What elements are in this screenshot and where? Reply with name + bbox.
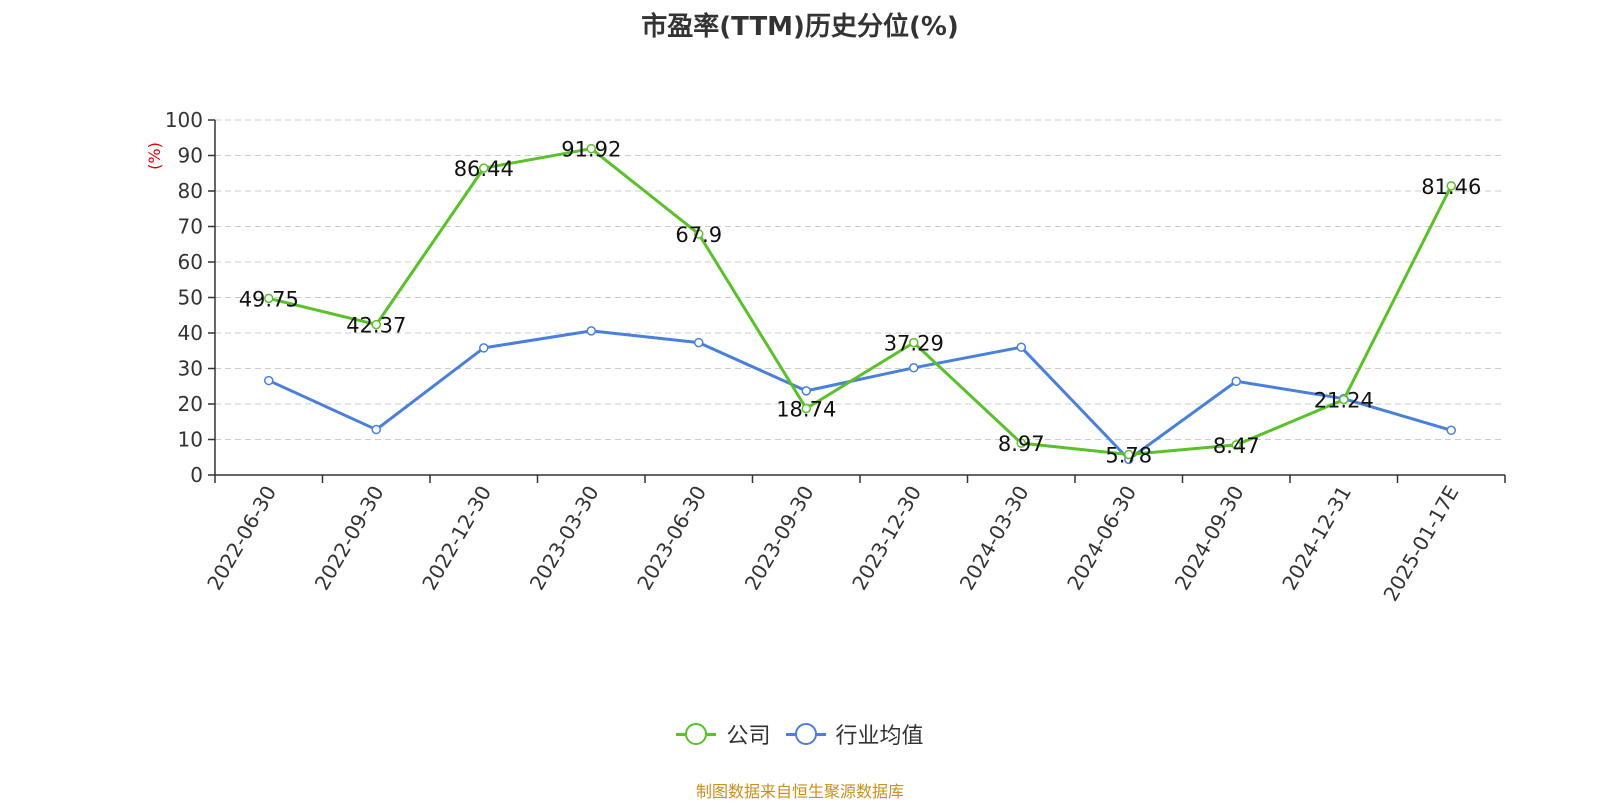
- company-data-point[interactable]: [479, 163, 489, 173]
- industry-data-point[interactable]: [694, 337, 704, 348]
- company-data-label: 81.46: [1421, 175, 1481, 199]
- y-tick-label: 100: [165, 108, 203, 132]
- chart-title: 市盈率(TTM)历史分位(%): [641, 12, 959, 42]
- data-labels: 49.75 42.37 86.44 91.92 67.9 18.74 37.29 8.97 5.…: [239, 138, 1482, 468]
- legend-label-company: 公司: [726, 724, 771, 749]
- series: [264, 143, 1456, 465]
- legend-item-company[interactable]: 公司: [676, 718, 771, 750]
- x-tick-label: 2024-03-30: [955, 482, 1034, 595]
- company-data-point[interactable]: [694, 229, 704, 239]
- company-data-label: 8.97: [998, 432, 1045, 456]
- x-tick-label: 2022-09-30: [310, 482, 389, 595]
- industry-data-point[interactable]: [1446, 425, 1456, 436]
- industry-data-point[interactable]: [371, 424, 381, 435]
- x-tick-label: 2025-01-17E: [1378, 482, 1463, 606]
- company-data-label: 49.75: [239, 287, 299, 311]
- company-data-label: 42.37: [346, 314, 406, 338]
- legend: 公司 行业均值: [0, 718, 1600, 752]
- company-data-label: 67.9: [675, 223, 722, 247]
- y-tick-label: 90: [178, 144, 203, 168]
- legend-swatch-industry: [785, 722, 826, 746]
- source-note: 制图数据来自恒生聚源数据库: [695, 782, 904, 801]
- grid-lines: [215, 119, 1505, 440]
- legend-swatch-company: [676, 722, 717, 746]
- company-data-point[interactable]: [1339, 394, 1349, 405]
- x-tick-label: 2022-06-30: [202, 482, 281, 595]
- company-data-label: 18.74: [776, 397, 836, 421]
- company-data-point[interactable]: [264, 293, 274, 304]
- x-tick-label: 2023-03-30: [525, 482, 604, 595]
- legend-item-industry[interactable]: 行业均值: [785, 718, 924, 750]
- company-data-point[interactable]: [909, 337, 919, 348]
- industry-data-point[interactable]: [909, 363, 919, 373]
- industry-data-point[interactable]: [479, 343, 489, 353]
- company-series-line: [268, 147, 1453, 456]
- industry-data-point[interactable]: [801, 386, 811, 396]
- y-tick-label: 10: [178, 428, 203, 452]
- company-data-label: 5.78: [1105, 443, 1152, 467]
- company-data-point[interactable]: [1016, 438, 1026, 448]
- x-tick-label: 2022-12-30: [417, 482, 496, 595]
- y-tick-label: 20: [178, 392, 203, 416]
- company-data-point[interactable]: [586, 143, 596, 154]
- y-tick-label: 40: [178, 321, 203, 345]
- y-tick-label: 0: [190, 463, 203, 487]
- company-data-label: 21.24: [1314, 389, 1374, 413]
- company-data-label: 8.47: [1213, 434, 1260, 458]
- y-axis-label: (%): [145, 142, 164, 170]
- y-tick-label: 30: [178, 357, 203, 381]
- y-tick-label: 80: [178, 179, 203, 203]
- industry-data-point[interactable]: [586, 326, 596, 336]
- industry-series-line: [268, 329, 1452, 461]
- company-data-point[interactable]: [801, 403, 811, 414]
- y-tick-label: 60: [178, 250, 203, 274]
- legend-label-industry: 行业均值: [835, 724, 924, 749]
- y-tick-label: 50: [178, 286, 203, 310]
- industry-data-point[interactable]: [264, 375, 274, 386]
- axes: 0 10 20 30 40 50 60 70 80 90 100 2022-06-30 2022-09-…: [165, 108, 1506, 606]
- company-data-point[interactable]: [371, 319, 381, 330]
- company-data-label: 86.44: [454, 157, 514, 181]
- x-tick-label: 2024-06-30: [1062, 482, 1141, 595]
- x-tick-label: 2024-12-31: [1277, 482, 1356, 595]
- company-data-label: 37.29: [884, 332, 944, 356]
- industry-data-point[interactable]: [1231, 376, 1241, 387]
- company-data-point[interactable]: [1446, 181, 1456, 191]
- x-tick-label: 2023-06-30: [632, 482, 711, 595]
- y-tick-label: 70: [178, 215, 203, 239]
- company-data-label: 91.92: [561, 138, 621, 162]
- x-tick-label: 2023-09-30: [740, 482, 819, 595]
- industry-data-point[interactable]: [1016, 342, 1026, 352]
- x-tick-label: 2024-09-30: [1170, 482, 1249, 595]
- company-data-point[interactable]: [1124, 449, 1134, 460]
- x-tick-label: 2023-12-30: [847, 482, 926, 595]
- company-data-point[interactable]: [1231, 440, 1241, 450]
